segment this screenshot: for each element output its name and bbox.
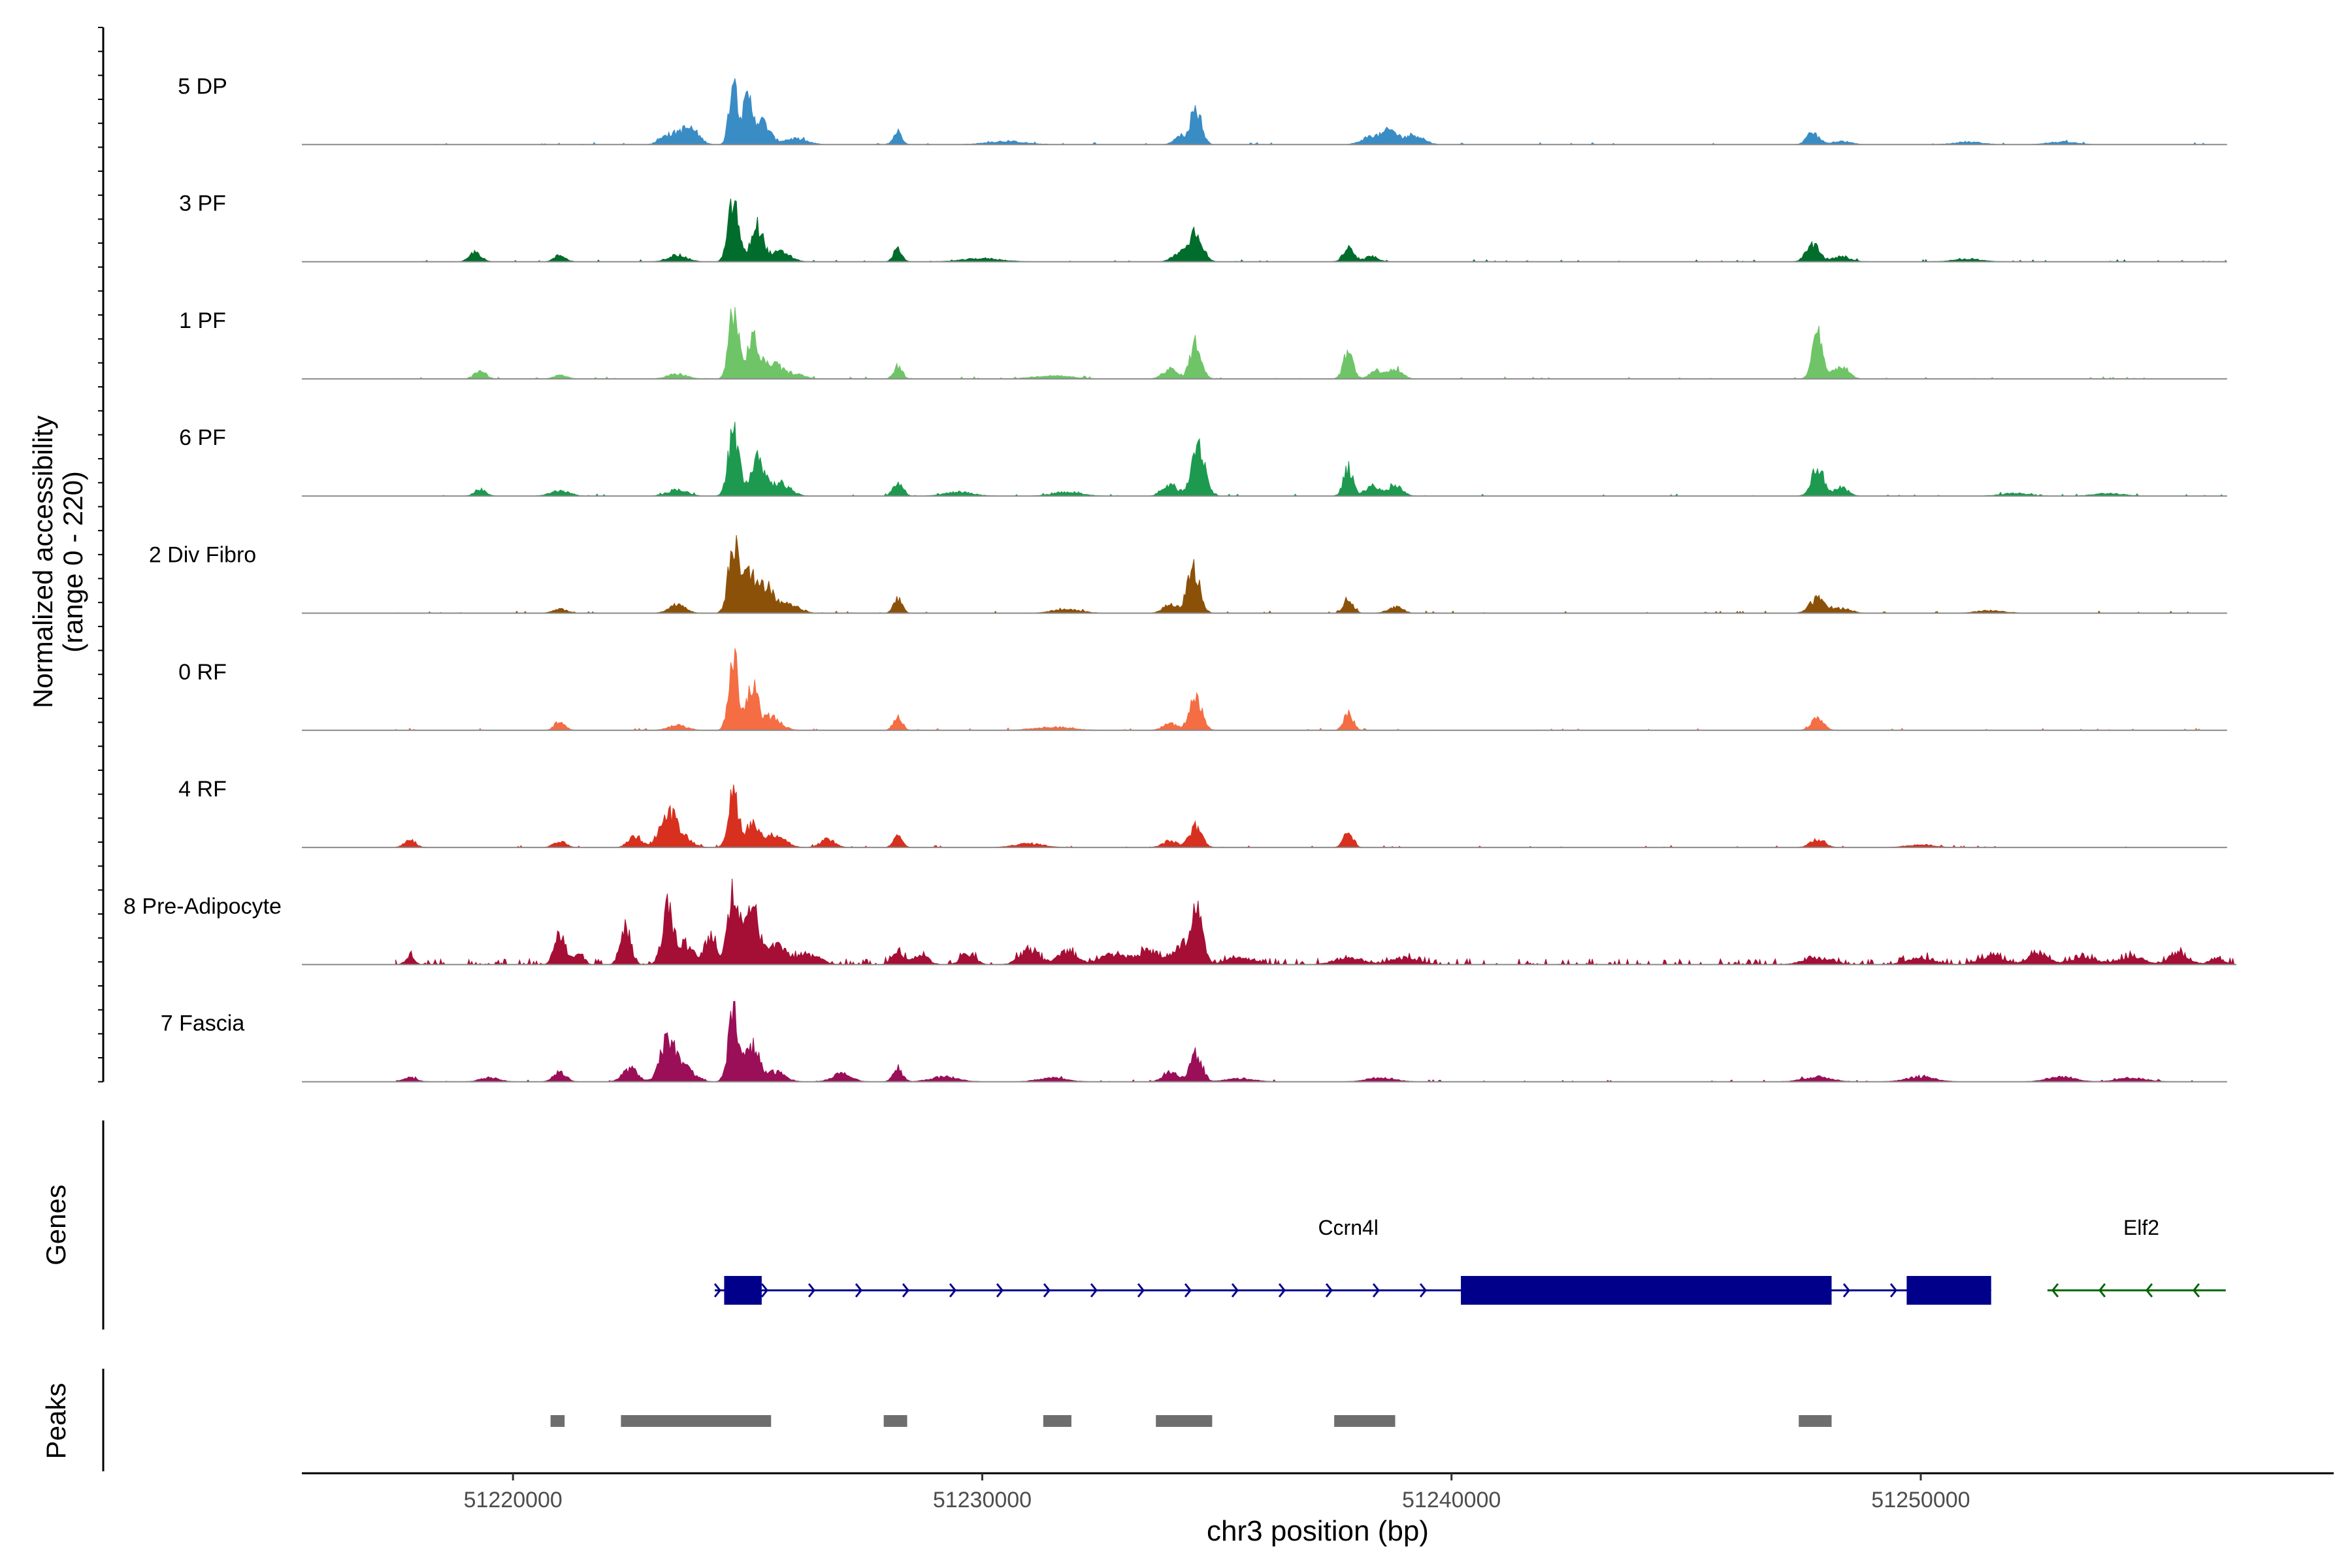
strand-chevron (1419, 1283, 1427, 1298)
gene-ccrn4l: Ccrn4l (713, 1216, 1991, 1305)
x-axis-label: chr3 position (bp) (1207, 1515, 1429, 1547)
track-1-pf: 1 PF (179, 306, 2227, 380)
track-4-rf: 4 RF (178, 777, 2227, 849)
strand-chevron (1325, 1283, 1333, 1298)
genes-panel-label: Genes (41, 1184, 71, 1266)
coverage-area (395, 878, 2236, 966)
track-label: 5 DP (178, 74, 227, 99)
gene-elf2: Elf2 (2047, 1216, 2226, 1298)
strand-chevron (2145, 1283, 2153, 1298)
coverage-tracks: 5 DP 3 PF 1 PF 6 PF 2 Div Fibro 0 RF 4 RF 8 Pre… (123, 74, 2237, 1083)
x-tick-label: 51230000 (933, 1488, 1032, 1512)
strand-chevron (760, 1283, 768, 1298)
x-axis-ticks: 51220000 51230000 51240000 51250000 (464, 1473, 1970, 1512)
track-label: 7 Fascia (161, 1011, 245, 1036)
coverage-area (395, 306, 2226, 380)
track-label: 3 PF (179, 191, 226, 216)
strand-chevron (902, 1283, 909, 1298)
x-tick-label: 51220000 (464, 1488, 563, 1512)
strand-chevron (2051, 1283, 2059, 1298)
peak-region (1156, 1415, 1213, 1427)
strand-chevron (949, 1283, 956, 1298)
peak-region (883, 1415, 907, 1427)
coverage-area (395, 1001, 2226, 1083)
coverage-area (395, 78, 2226, 145)
x-tick-label: 51240000 (1402, 1488, 1501, 1512)
exon (724, 1276, 762, 1305)
track-label: 2 Div Fibro (149, 543, 256, 568)
strand-chevron (855, 1283, 862, 1298)
strand-chevron (1137, 1283, 1145, 1298)
peak-region (621, 1415, 772, 1427)
track-8-pre-adipocyte: 8 Pre-Adipocyte (123, 878, 2237, 966)
strand-chevron (996, 1283, 1004, 1298)
peak-regions (550, 1415, 1832, 1427)
peaks-panel-label: Peaks (41, 1383, 71, 1460)
strand-chevron (1043, 1283, 1051, 1298)
x-tick-label: 51250000 (1871, 1488, 1970, 1512)
exon (1906, 1276, 1991, 1305)
track-2-div-fibro: 2 Div Fibro (149, 534, 2227, 614)
coverage-area (395, 421, 2226, 497)
exon (1461, 1276, 1832, 1305)
peak-region (1043, 1415, 1071, 1427)
peak-region (550, 1415, 565, 1427)
peak-region (1799, 1415, 1832, 1427)
peak-region (1334, 1415, 1396, 1427)
y-axis-label: Normalized accessibility (27, 416, 58, 708)
strand-chevron (1842, 1283, 1850, 1298)
y-axis-range-label: (range 0 - 220) (57, 471, 88, 653)
track-label: 6 PF (179, 425, 226, 450)
strand-chevron (713, 1283, 721, 1298)
strand-chevron (1372, 1283, 1380, 1298)
coverage-area (395, 648, 2226, 731)
track-6-pf: 6 PF (179, 421, 2227, 497)
track-5-dp: 5 DP (178, 74, 2227, 146)
track-label: 8 Pre-Adipocyte (123, 894, 282, 919)
gene-annotations: Ccrn4l Elf2 (713, 1216, 2226, 1305)
coverage-area (395, 534, 2226, 614)
track-label: 0 RF (178, 660, 227, 685)
strand-chevron (1889, 1283, 1897, 1298)
track-7-fascia: 7 Fascia (161, 1001, 2227, 1083)
strand-chevron (1278, 1283, 1286, 1298)
track-0-rf: 0 RF (178, 648, 2227, 731)
strand-chevron (808, 1283, 815, 1298)
strand-chevron (1090, 1283, 1098, 1298)
strand-chevron (2098, 1283, 2106, 1298)
gene-name: Elf2 (2123, 1216, 2159, 1239)
track-label: 1 PF (179, 308, 226, 333)
track-label: 4 RF (178, 777, 227, 802)
track-3-pf: 3 PF (179, 191, 2227, 263)
strand-chevron (2192, 1283, 2200, 1298)
strand-chevron (1231, 1283, 1239, 1298)
coverage-area (395, 784, 2226, 848)
gene-name: Ccrn4l (1318, 1216, 1378, 1239)
accessibility-y-axis (98, 27, 105, 1083)
strand-chevron (1184, 1283, 1192, 1298)
coverage-area (395, 199, 2227, 263)
